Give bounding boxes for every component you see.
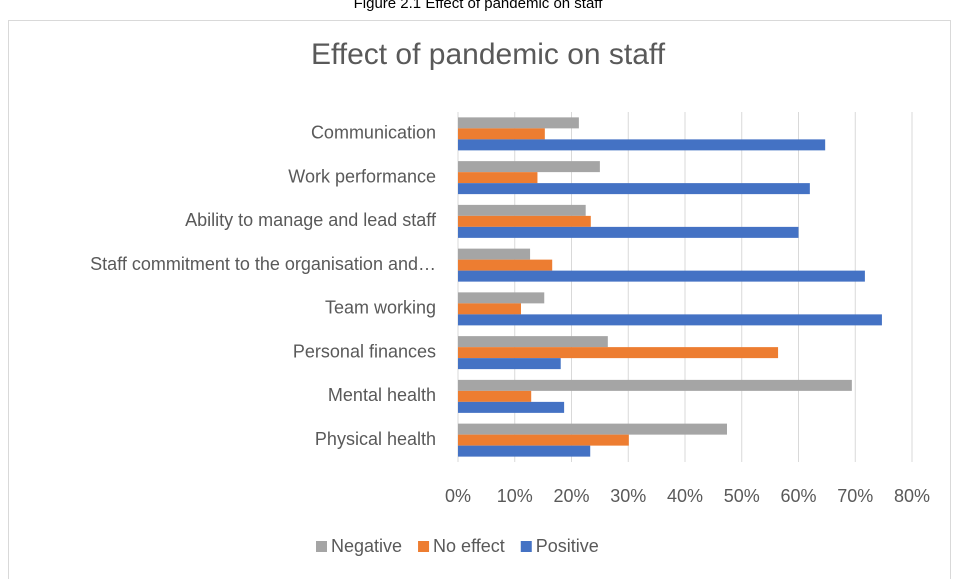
bar (458, 347, 779, 359)
x-tick-label: 10% (497, 486, 533, 506)
bar (458, 128, 545, 140)
bar (458, 445, 591, 457)
bar (458, 336, 608, 348)
bar (458, 172, 538, 184)
bar (458, 204, 586, 216)
y-tick-label: Personal finances (293, 341, 436, 361)
bar (458, 139, 826, 151)
y-tick-label: Ability to manage and lead staff (185, 210, 437, 230)
legend-swatch (418, 541, 430, 552)
x-tick-label: 50% (724, 486, 760, 506)
y-tick-label: Physical health (315, 429, 436, 449)
y-tick-label: Team working (325, 298, 436, 318)
legend-label: Positive (536, 536, 599, 556)
x-tick-label: 80% (894, 486, 930, 506)
bar (458, 379, 852, 391)
bar (458, 314, 882, 326)
legend-label: No effect (433, 536, 505, 556)
bar (458, 292, 545, 304)
bar (458, 226, 799, 238)
y-tick-label: Communication (311, 123, 436, 143)
x-tick-label: 0% (445, 486, 471, 506)
bar (458, 117, 579, 129)
bar (458, 259, 553, 271)
y-tick-label: Mental health (328, 385, 436, 405)
legend-label: Negative (331, 536, 402, 556)
figure-caption: Figure 2.1 Effect of pandemic on staff (354, 0, 604, 12)
legend-swatch (520, 541, 532, 552)
bar (458, 215, 591, 227)
bar (458, 390, 532, 402)
x-tick-label: 40% (667, 486, 703, 506)
bar (458, 270, 865, 282)
bar (458, 161, 600, 173)
y-tick-label: Work performance (288, 166, 436, 186)
x-tick-label: 70% (837, 486, 873, 506)
bar (458, 434, 629, 446)
bar (458, 423, 727, 435)
bar (458, 401, 565, 413)
bar (458, 248, 531, 260)
x-tick-label: 20% (553, 486, 589, 506)
bar (458, 358, 561, 370)
legend-swatch (316, 541, 327, 552)
bar (458, 183, 810, 195)
y-tick-label: Staff commitment to the organisation and… (90, 254, 436, 274)
x-tick-label: 30% (610, 486, 646, 506)
x-tick-label: 60% (780, 486, 816, 506)
bar (458, 303, 521, 315)
chart-title: Effect of pandemic on staff (311, 38, 666, 71)
